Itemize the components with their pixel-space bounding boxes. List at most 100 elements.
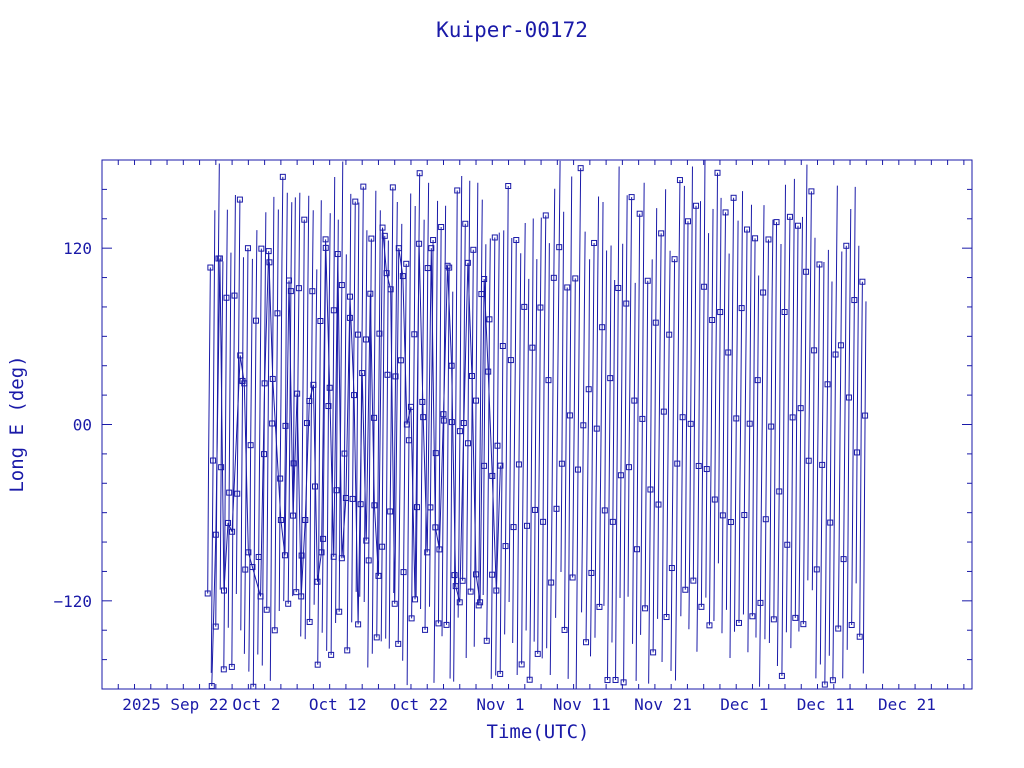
trace-point: [746, 420, 753, 427]
trace-point: [719, 512, 726, 519]
trace-point: [601, 507, 608, 514]
trace-segment: [798, 216, 803, 632]
trace-segment: [343, 254, 347, 558]
trace-point: [325, 403, 332, 410]
trace-point: [499, 342, 506, 349]
trace-point: [336, 608, 343, 615]
trace-point: [344, 647, 351, 654]
trace-point: [352, 198, 359, 205]
trace-point: [392, 373, 399, 380]
trace-point: [607, 375, 614, 382]
trace-segment: [811, 237, 816, 591]
trace-segment: [490, 237, 496, 679]
y-tick-label: 120: [63, 239, 92, 258]
trace-point: [282, 422, 289, 429]
data-point: [477, 599, 484, 606]
trace-point: [730, 194, 737, 201]
trace-segment: [402, 263, 407, 661]
trace-point: [537, 304, 544, 311]
trace-segment: [733, 220, 739, 632]
trace-point: [451, 572, 458, 579]
trace-segment: [207, 267, 211, 594]
trace-segment: [437, 227, 442, 624]
trace-point: [207, 264, 214, 271]
trace-segment: [508, 237, 513, 602]
trace-point: [475, 602, 482, 609]
trace-segment: [611, 279, 616, 643]
trace-point: [373, 634, 380, 641]
trace-segment: [666, 250, 671, 618]
trace-point: [448, 419, 455, 426]
trace-segment: [725, 253, 730, 610]
trace-point: [789, 414, 796, 421]
trace-segment: [776, 243, 782, 667]
trace-point: [786, 213, 793, 220]
trace-segment: [313, 269, 318, 605]
trace-segment: [590, 242, 595, 657]
data-point: [456, 599, 463, 606]
data-point: [229, 528, 236, 535]
data-point: [355, 621, 362, 628]
trace-point: [255, 553, 262, 560]
trace-segment: [640, 182, 645, 635]
trace-point: [647, 486, 654, 493]
trace-segment: [321, 247, 327, 633]
trace-segment: [657, 233, 662, 619]
trace-point: [690, 577, 697, 584]
trace-segment: [581, 231, 586, 613]
trace-segment: [397, 223, 403, 644]
trace-segment: [828, 281, 833, 656]
data-point: [225, 519, 232, 526]
trace-segment: [278, 176, 284, 611]
trace-segment: [227, 252, 232, 628]
trace-point: [478, 291, 485, 298]
trace-point: [242, 566, 249, 573]
trace-point: [765, 236, 772, 243]
trace-segment: [388, 187, 394, 649]
trace-segment: [295, 192, 301, 593]
data-point: [322, 236, 329, 243]
data-point: [265, 248, 272, 255]
trace-segment: [537, 217, 542, 654]
trace-point: [481, 462, 488, 469]
trace-point: [655, 501, 662, 508]
trace-point: [808, 188, 815, 195]
trace-point: [599, 324, 606, 331]
trace-point: [459, 577, 466, 584]
trace-point: [295, 285, 302, 292]
trace-segment: [533, 259, 538, 642]
trace-point: [604, 677, 611, 684]
data-point: [375, 572, 382, 579]
trace-point: [212, 623, 219, 630]
trace-point: [446, 264, 453, 271]
trace-point: [781, 308, 788, 315]
trace-segment: [764, 239, 769, 640]
data-point: [294, 390, 301, 397]
x-tick-label: Oct 2: [232, 695, 280, 714]
trace-point: [811, 347, 818, 354]
trace-point: [803, 268, 810, 275]
trace-point: [819, 461, 826, 468]
trace-segment: [292, 197, 296, 597]
trace-segment: [564, 287, 568, 630]
x-tick-label: Oct 12: [309, 695, 367, 714]
trace-segment: [223, 209, 228, 670]
trace-segment: [470, 249, 474, 592]
trace-point: [430, 237, 437, 244]
trace-segment: [603, 250, 608, 606]
trace-segment: [837, 251, 843, 629]
trace-segment: [781, 184, 786, 676]
trace-point: [290, 460, 297, 467]
trace-point: [403, 260, 410, 267]
trace-point: [395, 640, 402, 647]
trace-segment: [304, 195, 310, 640]
trace-segment: [261, 212, 267, 666]
trace-segment: [411, 206, 416, 619]
trace-segment: [346, 193, 352, 651]
trace-point: [363, 336, 370, 343]
trace-segment: [478, 199, 483, 606]
trace-point: [674, 460, 681, 467]
trace-point: [735, 619, 742, 626]
trace-point: [223, 294, 230, 301]
trace-segment: [317, 200, 322, 665]
